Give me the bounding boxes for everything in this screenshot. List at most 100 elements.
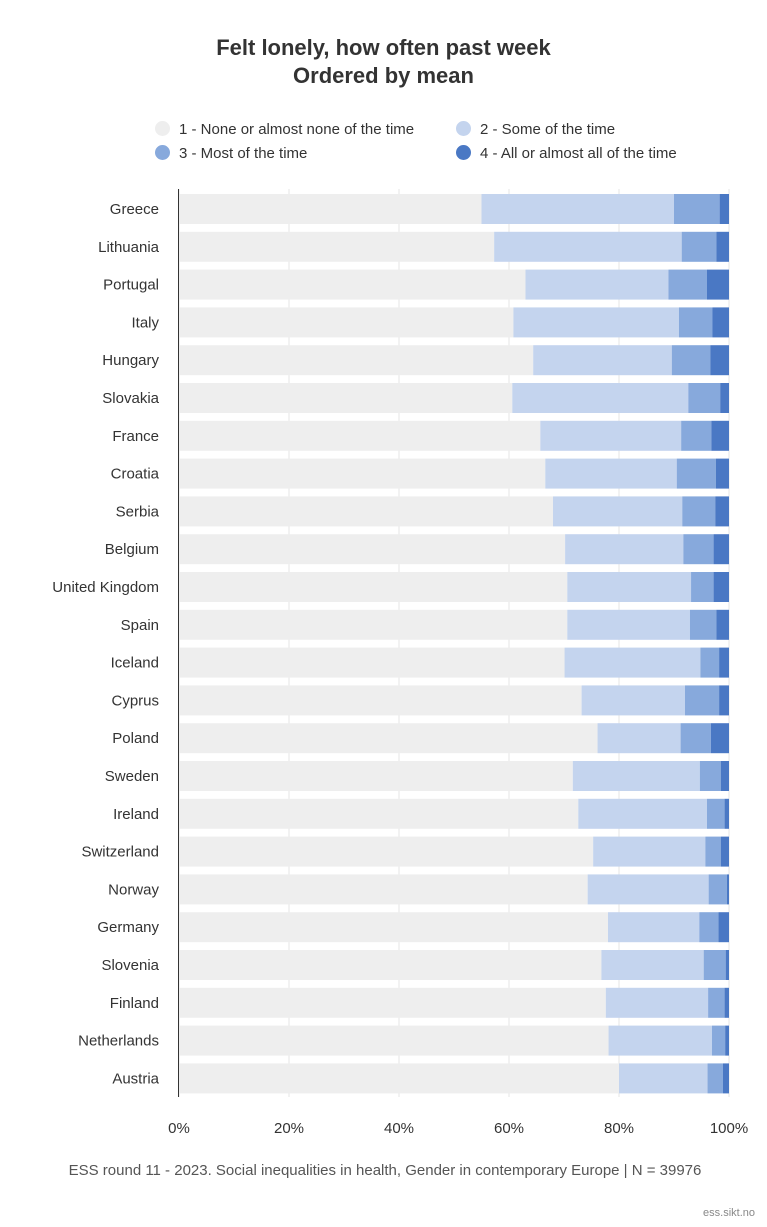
- bar-segment-serbia-s3[interactable]: [682, 496, 716, 527]
- bar-segment-united-kingdom-s2[interactable]: [567, 572, 692, 602]
- bar-segment-croatia-s1[interactable]: [179, 458, 546, 489]
- bar-segment-portugal-s2[interactable]: [525, 269, 669, 300]
- bar-segment-switzerland-s4[interactable]: [720, 836, 729, 867]
- bar-segment-iceland-s3[interactable]: [700, 647, 720, 678]
- bar-segment-sweden-s2[interactable]: [572, 761, 700, 791]
- bar-segment-finland-s2[interactable]: [605, 987, 709, 1018]
- bar-segment-iceland-s2[interactable]: [564, 647, 701, 678]
- bar-segment-france-s4[interactable]: [711, 420, 729, 451]
- bar-segment-hungary-s2[interactable]: [533, 345, 672, 376]
- bar-segment-poland-s3[interactable]: [680, 723, 711, 754]
- bar-segment-finland-s4[interactable]: [724, 987, 729, 1018]
- bar-segment-lithuania-s4[interactable]: [716, 231, 729, 262]
- bar-segment-switzerland-s1[interactable]: [179, 836, 594, 867]
- bar-segment-hungary-s3[interactable]: [671, 345, 711, 376]
- bar-segment-ireland-s4[interactable]: [724, 798, 729, 829]
- bar-segment-serbia-s4[interactable]: [715, 496, 729, 527]
- bar-segment-italy-s1[interactable]: [179, 307, 514, 338]
- bar-segment-spain-s2[interactable]: [567, 609, 690, 640]
- bar-segment-poland-s4[interactable]: [710, 723, 729, 754]
- bar-segment-cyprus-s1[interactable]: [179, 685, 582, 716]
- bar-segment-italy-s3[interactable]: [678, 307, 713, 338]
- bar-segment-switzerland-s3[interactable]: [705, 836, 721, 867]
- bar-segment-slovakia-s1[interactable]: [179, 383, 513, 413]
- bar-segment-slovakia-s3[interactable]: [688, 383, 721, 413]
- bar-segment-slovenia-s2[interactable]: [601, 950, 704, 980]
- bar-segment-germany-s2[interactable]: [608, 912, 700, 943]
- bar-segment-croatia-s3[interactable]: [676, 458, 716, 489]
- bar-segment-serbia-s1[interactable]: [179, 496, 553, 527]
- bar-segment-norway-s2[interactable]: [587, 874, 709, 905]
- bar-segment-poland-s2[interactable]: [597, 723, 681, 754]
- bar-segment-belgium-s4[interactable]: [713, 534, 729, 565]
- bar-segment-cyprus-s4[interactable]: [719, 685, 729, 716]
- legend-item-some[interactable]: 2 - Some of the time: [456, 118, 615, 142]
- bar-segment-sweden-s4[interactable]: [720, 761, 729, 791]
- bar-segment-united-kingdom-s3[interactable]: [691, 572, 714, 602]
- bar-segment-ireland-s1[interactable]: [179, 798, 579, 829]
- bar-segment-italy-s2[interactable]: [513, 307, 679, 338]
- bar-segment-norway-s3[interactable]: [708, 874, 727, 905]
- bar-segment-sweden-s3[interactable]: [699, 761, 721, 791]
- bar-segment-slovakia-s2[interactable]: [512, 383, 689, 413]
- bar-segment-slovenia-s4[interactable]: [725, 950, 729, 980]
- source-credit[interactable]: ess.sikt.no: [703, 1207, 755, 1219]
- bar-segment-netherlands-s4[interactable]: [725, 1025, 729, 1056]
- bar-segment-iceland-s4[interactable]: [719, 647, 729, 678]
- bar-segment-poland-s1[interactable]: [179, 723, 598, 754]
- bar-segment-slovakia-s4[interactable]: [720, 383, 729, 413]
- bar-segment-norway-s1[interactable]: [179, 874, 588, 905]
- bar-segment-slovenia-s3[interactable]: [703, 950, 726, 980]
- bar-segment-netherlands-s1[interactable]: [179, 1025, 609, 1056]
- bar-segment-lithuania-s2[interactable]: [494, 231, 682, 262]
- bar-segment-france-s3[interactable]: [681, 420, 712, 451]
- bar-segment-greece-s2[interactable]: [481, 194, 675, 224]
- bar-segment-belgium-s2[interactable]: [565, 534, 684, 565]
- bar-segment-cyprus-s3[interactable]: [685, 685, 720, 716]
- bar-segment-iceland-s1[interactable]: [179, 647, 565, 678]
- bar-segment-finland-s1[interactable]: [179, 987, 606, 1018]
- bar-segment-cyprus-s2[interactable]: [581, 685, 685, 716]
- bar-segment-croatia-s4[interactable]: [715, 458, 729, 489]
- bar-segment-belgium-s1[interactable]: [179, 534, 566, 565]
- bar-segment-lithuania-s3[interactable]: [681, 231, 717, 262]
- bar-segment-france-s1[interactable]: [179, 420, 541, 451]
- bar-segment-hungary-s4[interactable]: [710, 345, 729, 376]
- legend-item-most[interactable]: 3 - Most of the time: [155, 142, 307, 166]
- bar-segment-spain-s4[interactable]: [716, 609, 729, 640]
- bar-segment-ireland-s3[interactable]: [707, 798, 725, 829]
- bar-segment-hungary-s1[interactable]: [179, 345, 534, 376]
- legend-item-all[interactable]: 4 - All or almost all of the time: [456, 142, 677, 166]
- bar-segment-norway-s4[interactable]: [726, 874, 729, 905]
- bar-segment-portugal-s1[interactable]: [179, 269, 526, 300]
- bar-segment-croatia-s2[interactable]: [545, 458, 677, 489]
- bar-segment-sweden-s1[interactable]: [179, 761, 573, 791]
- bar-segment-serbia-s2[interactable]: [553, 496, 683, 527]
- bar-segment-lithuania-s1[interactable]: [179, 231, 495, 262]
- bar-segment-united-kingdom-s1[interactable]: [179, 572, 568, 602]
- bar-segment-belgium-s3[interactable]: [683, 534, 714, 565]
- bar-segment-slovenia-s1[interactable]: [179, 950, 602, 980]
- bar-segment-portugal-s4[interactable]: [707, 269, 729, 300]
- bar-segment-austria-s4[interactable]: [722, 1063, 729, 1094]
- bar-segment-austria-s2[interactable]: [619, 1063, 708, 1094]
- bar-segment-germany-s4[interactable]: [718, 912, 729, 943]
- bar-segment-spain-s3[interactable]: [689, 609, 717, 640]
- bar-segment-spain-s1[interactable]: [179, 609, 568, 640]
- bar-segment-austria-s1[interactable]: [179, 1063, 619, 1094]
- bar-segment-germany-s3[interactable]: [699, 912, 719, 943]
- bar-segment-austria-s3[interactable]: [707, 1063, 723, 1094]
- bar-segment-united-kingdom-s4[interactable]: [713, 572, 729, 602]
- bar-segment-greece-s3[interactable]: [674, 194, 720, 224]
- bar-segment-netherlands-s2[interactable]: [608, 1025, 712, 1056]
- bar-segment-italy-s4[interactable]: [712, 307, 730, 338]
- bar-segment-germany-s1[interactable]: [179, 912, 608, 943]
- bar-segment-france-s2[interactable]: [540, 420, 682, 451]
- bar-segment-netherlands-s3[interactable]: [711, 1025, 726, 1056]
- bar-segment-portugal-s3[interactable]: [668, 269, 708, 300]
- bar-segment-greece-s1[interactable]: [179, 194, 482, 224]
- bar-segment-greece-s4[interactable]: [719, 194, 729, 224]
- bar-segment-ireland-s2[interactable]: [578, 798, 707, 829]
- bar-segment-finland-s3[interactable]: [708, 987, 725, 1018]
- legend-item-none[interactable]: 1 - None or almost none of the time: [155, 118, 414, 142]
